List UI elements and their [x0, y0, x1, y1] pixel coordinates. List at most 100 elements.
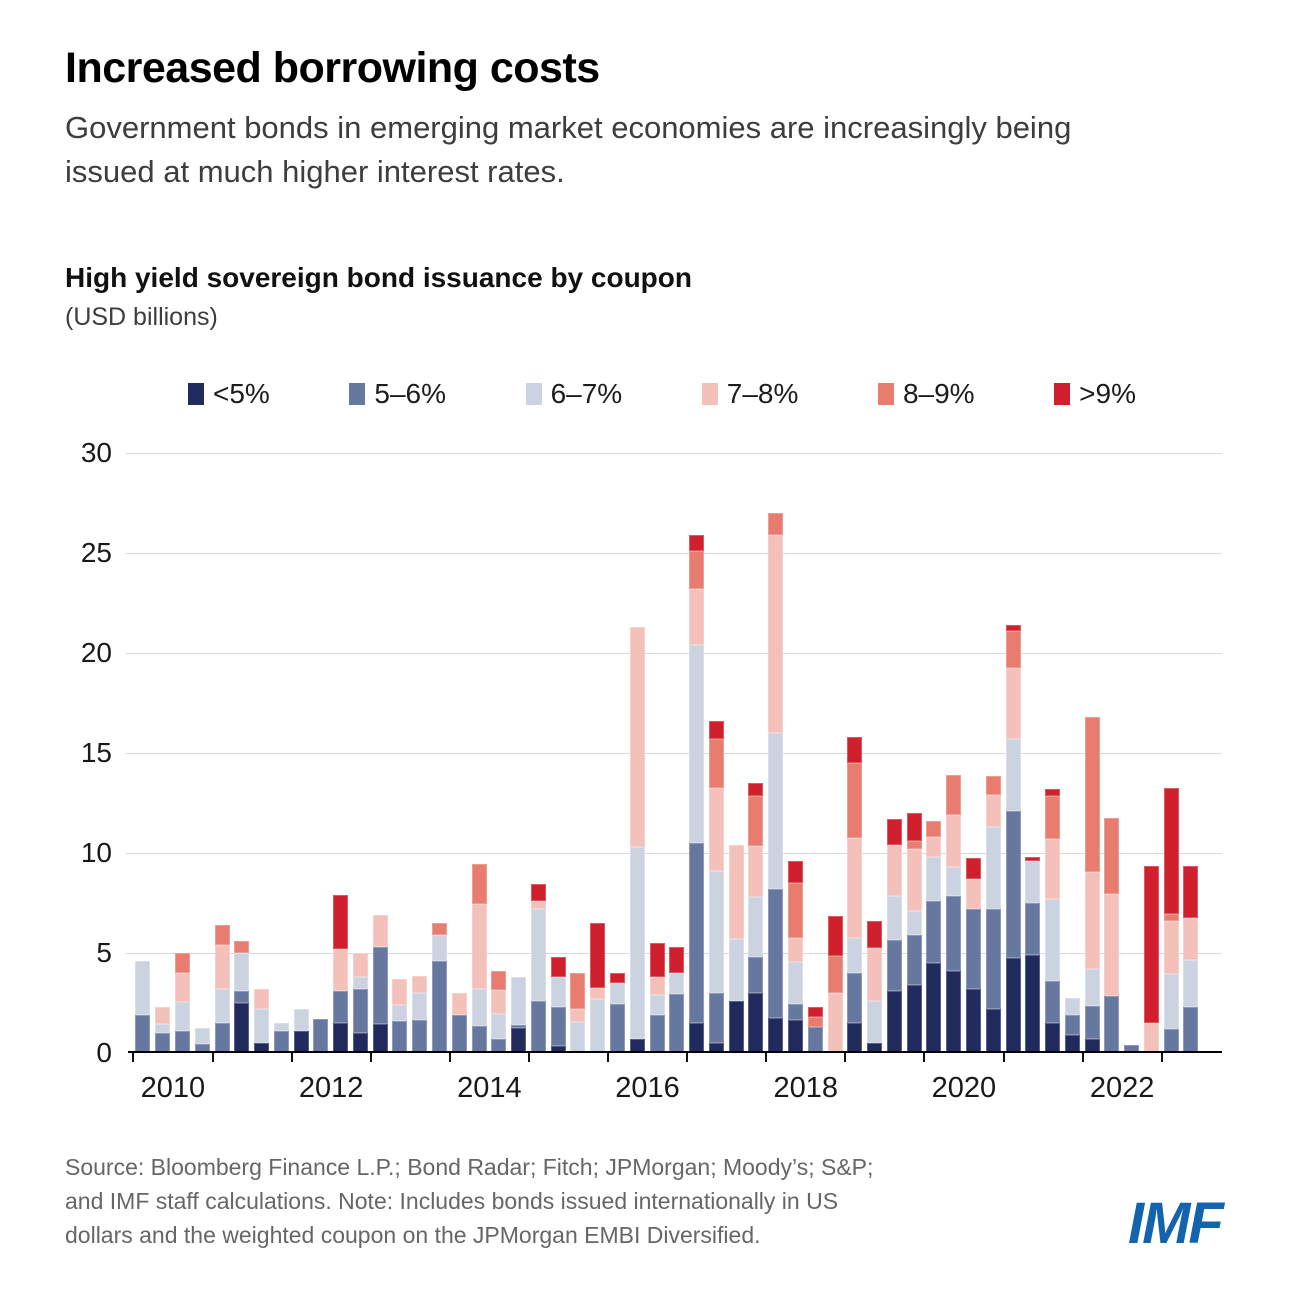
x-tick-2016 — [607, 1053, 609, 1062]
bar-2011-q2-seg-56 — [234, 991, 250, 1003]
bar-2014-q2-seg-89 — [471, 864, 487, 904]
bar-2014-q3-seg-89 — [491, 971, 507, 990]
bar-2016-q3-seg-56 — [649, 1015, 665, 1053]
bar-2011-q3-seg-5 — [254, 1043, 270, 1053]
bar-2014-q4-seg-5 — [511, 1028, 527, 1053]
bar-2014-q1-seg-56 — [451, 1015, 467, 1053]
bar-2018-q1-seg-56 — [768, 889, 784, 1018]
legend: <5% 5–6% 6–7% 7–8% 8–9% >9% — [188, 378, 1136, 410]
bar-2011-q2-seg-89 — [234, 941, 250, 953]
bar-2012-q1-seg-5 — [293, 1031, 309, 1053]
bar-2020-q1-seg-5 — [926, 963, 942, 1053]
y-tick-label-10: 10 — [80, 837, 112, 868]
bar-2018-q2-seg-9 — [787, 861, 803, 883]
bar-2019-q3-seg-9 — [886, 819, 902, 845]
y-tick-label-15: 15 — [80, 737, 112, 768]
bar-2020-q4-seg-67 — [985, 827, 1001, 909]
legend-swatch-icon — [188, 383, 204, 405]
bar-2012-q4-seg-78 — [352, 953, 368, 977]
source-line: Source: Bloomberg Finance L.P.; Bond Rad… — [65, 1154, 874, 1180]
bar-2014-q2-seg-67 — [471, 989, 487, 1026]
bar-2013-q4-seg-89 — [432, 923, 448, 935]
bar-2016-q1-seg-56 — [610, 1004, 625, 1053]
bar-2020-q4-seg-89 — [985, 776, 1001, 795]
bar-2015-q3-seg-67 — [570, 1022, 586, 1053]
bar-2023-q1-seg-89 — [1163, 914, 1179, 921]
x-axis-label-2012: 2012 — [298, 1072, 364, 1104]
bar-2013-q3-seg-56 — [412, 1020, 428, 1053]
bar-2012-q4-seg-56 — [352, 989, 368, 1033]
bar-2021-q3-seg-89 — [1045, 796, 1061, 839]
bar-2010-q2-seg-78 — [155, 1007, 171, 1024]
bar-2021-q1-seg-5 — [1005, 958, 1021, 1053]
bar-2014-q4-seg-67 — [511, 977, 527, 1025]
bar-2016-q1-seg-9 — [610, 973, 625, 983]
bar-2017-q4-seg-9 — [748, 783, 764, 796]
bar-2014-q3-seg-78 — [491, 990, 507, 1014]
page-title: Increased borrowing costs — [65, 44, 600, 92]
legend-item-78: 7–8% — [701, 378, 798, 410]
bar-2023-q2-seg-78 — [1183, 918, 1199, 960]
bar-2011-q2-seg-5 — [234, 1003, 250, 1053]
bar-2017-q4-seg-56 — [748, 957, 764, 993]
bar-2017-q1-seg-67 — [689, 645, 705, 843]
x-tick-2017 — [686, 1053, 689, 1062]
bar-2020-q4-seg-78 — [985, 795, 1001, 827]
bar-2022-q1-seg-56 — [1084, 1006, 1100, 1039]
bar-2020-q3-seg-9 — [965, 858, 981, 879]
x-tick-2015 — [527, 1053, 530, 1062]
bar-2020-q3-seg-78 — [965, 879, 981, 909]
bar-2019-q2-seg-78 — [867, 948, 883, 1001]
bar-2021-q1-seg-89 — [1005, 631, 1021, 668]
gridline-30 — [126, 453, 1222, 454]
bar-2013-q3-seg-67 — [412, 993, 428, 1020]
legend-swatch-icon — [701, 383, 718, 405]
bar-2012-q3-seg-78 — [333, 949, 349, 991]
x-axis-label-2022: 2022 — [1089, 1072, 1155, 1104]
bar-2019-q3-seg-67 — [886, 896, 902, 940]
subtitle: Government bonds in emerging market econ… — [65, 110, 1072, 190]
bar-2010-q1-seg-67 — [135, 961, 151, 1015]
bar-2015-q2-seg-9 — [550, 957, 566, 977]
bar-2010-q3-seg-67 — [174, 1002, 190, 1031]
bar-2022-q3-seg-56 — [1124, 1045, 1140, 1053]
bar-2010-q2-seg-67 — [155, 1024, 171, 1033]
legend-item-9: >9% — [1054, 378, 1136, 410]
bar-2020-q4-seg-5 — [985, 1009, 1001, 1053]
bar-2021-q4-seg-56 — [1064, 1015, 1080, 1035]
bar-2018-q4-seg-9 — [827, 916, 843, 956]
bar-2010-q4-seg-56 — [194, 1044, 210, 1053]
x-axis-label-2016: 2016 — [615, 1072, 680, 1104]
bar-2019-q1-seg-9 — [847, 737, 863, 763]
chart-heading: High yield sovereign bond issuance by co… — [65, 262, 692, 293]
bar-2015-q4-seg-67 — [590, 999, 606, 1053]
legend-swatch-icon — [877, 383, 894, 405]
y-tick-label-25: 25 — [80, 537, 112, 568]
bar-2012-q3-seg-5 — [333, 1023, 349, 1053]
bar-2013-q2-seg-67 — [392, 1005, 408, 1021]
bar-2019-q1-seg-67 — [847, 938, 863, 973]
bar-2015-q1-seg-67 — [530, 909, 546, 1001]
bar-2021-q2-seg-56 — [1025, 903, 1041, 955]
bar-2018-q2-seg-78 — [787, 938, 803, 962]
bar-2020-q2-seg-78 — [946, 815, 962, 867]
bar-2019-q3-seg-78 — [886, 845, 902, 896]
bar-2023-q2-seg-56 — [1183, 1007, 1199, 1053]
x-tick-2019 — [844, 1053, 847, 1062]
bar-2022-q1-seg-89 — [1084, 717, 1100, 872]
x-axis-label-2014: 2014 — [457, 1072, 522, 1104]
bar-2021-q3-seg-78 — [1045, 839, 1061, 899]
bar-2013-q3-seg-78 — [412, 976, 428, 993]
gridline-15 — [126, 753, 1222, 754]
bar-2017-q2-seg-56 — [708, 993, 724, 1043]
x-tick-2014 — [448, 1053, 451, 1062]
legend-item-89: 8–9% — [877, 378, 975, 410]
bar-2021-q1-seg-9 — [1005, 625, 1021, 631]
bar-2022-q2-seg-78 — [1104, 894, 1120, 996]
bar-2013-q1-seg-56 — [372, 947, 388, 1024]
bar-2020-q2-seg-5 — [946, 971, 962, 1053]
legend-swatch-icon — [525, 383, 542, 405]
bar-2016-q1-seg-67 — [610, 983, 625, 1004]
bar-2023-q2-seg-67 — [1183, 960, 1199, 1007]
bar-2023-q1-seg-9 — [1163, 788, 1179, 914]
